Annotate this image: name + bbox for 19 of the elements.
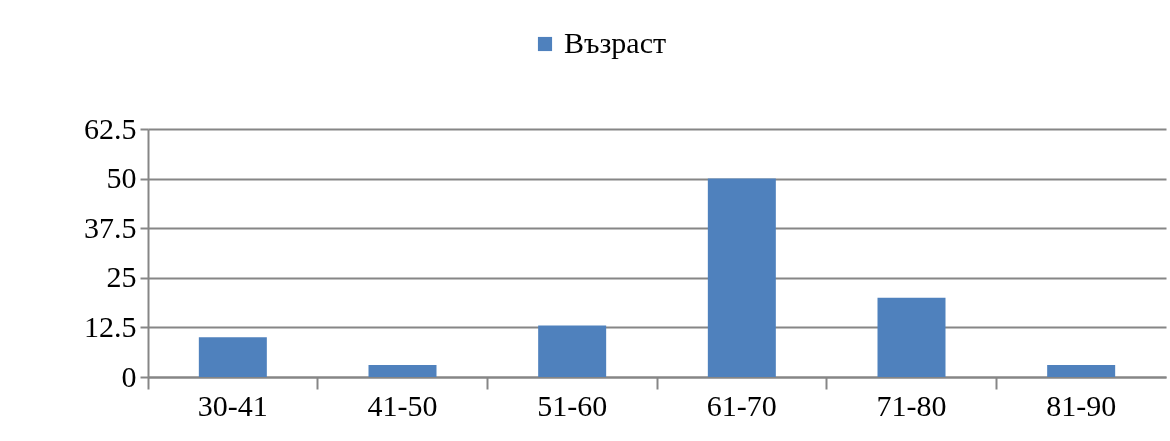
bar: [1047, 365, 1116, 377]
bar: [707, 178, 776, 377]
x-tick-label: 81-90: [1046, 388, 1117, 422]
x-tick-label: 71-80: [876, 388, 947, 422]
legend-label: Възраст: [564, 26, 667, 59]
bar: [198, 337, 267, 377]
bar: [877, 297, 946, 377]
y-tick-label: 50: [106, 161, 137, 195]
x-tick-label: 61-70: [706, 388, 777, 422]
y-tick-label: 12.5: [84, 309, 137, 343]
x-tick-label: 41-50: [367, 388, 438, 422]
y-tick-label: 37.5: [84, 210, 137, 244]
bar: [368, 365, 437, 377]
bar: [538, 325, 607, 377]
y-tick-label: 62.5: [84, 111, 137, 145]
y-tick-label: 0: [121, 359, 137, 393]
y-tick-label: 25: [106, 260, 137, 294]
x-tick-label: 30-41: [197, 388, 268, 422]
x-tick-label: 51-60: [537, 388, 608, 422]
